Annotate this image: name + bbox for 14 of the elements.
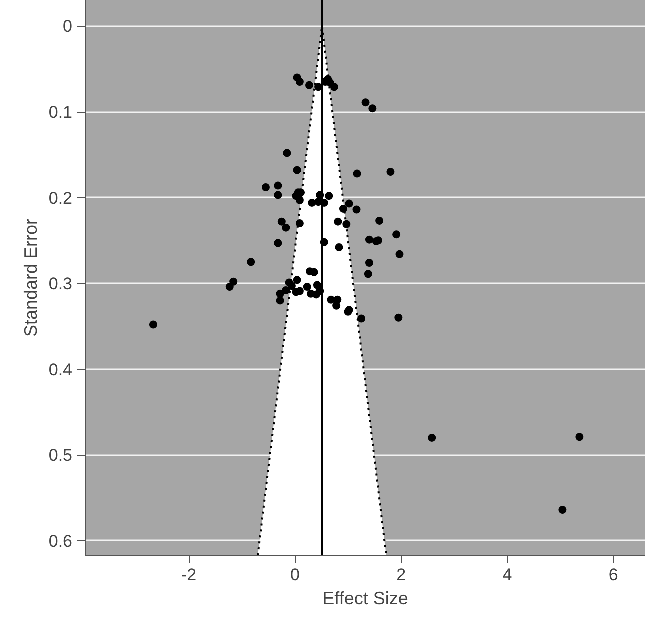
y-tick-label: 0 [63,17,73,36]
y-tick-label: 0.2 [48,188,73,208]
x-tick-label: 6 [608,566,618,584]
x-tick-label: 0 [290,566,300,584]
y-tick-label: 0.4 [48,360,73,380]
y-tick-label: 0.5 [48,446,73,466]
x-axis-title: Effect Size [322,588,408,608]
y-tick-label: 0.6 [48,532,73,551]
y-tick-label: 0.1 [48,103,73,122]
y-axis-title: Standard Error [20,218,41,338]
x-tick-label: 4 [502,566,512,584]
x-tick-label: -2 [181,566,197,584]
x-tick-label: 2 [396,566,406,584]
y-tick-label: 0.3 [48,274,73,294]
